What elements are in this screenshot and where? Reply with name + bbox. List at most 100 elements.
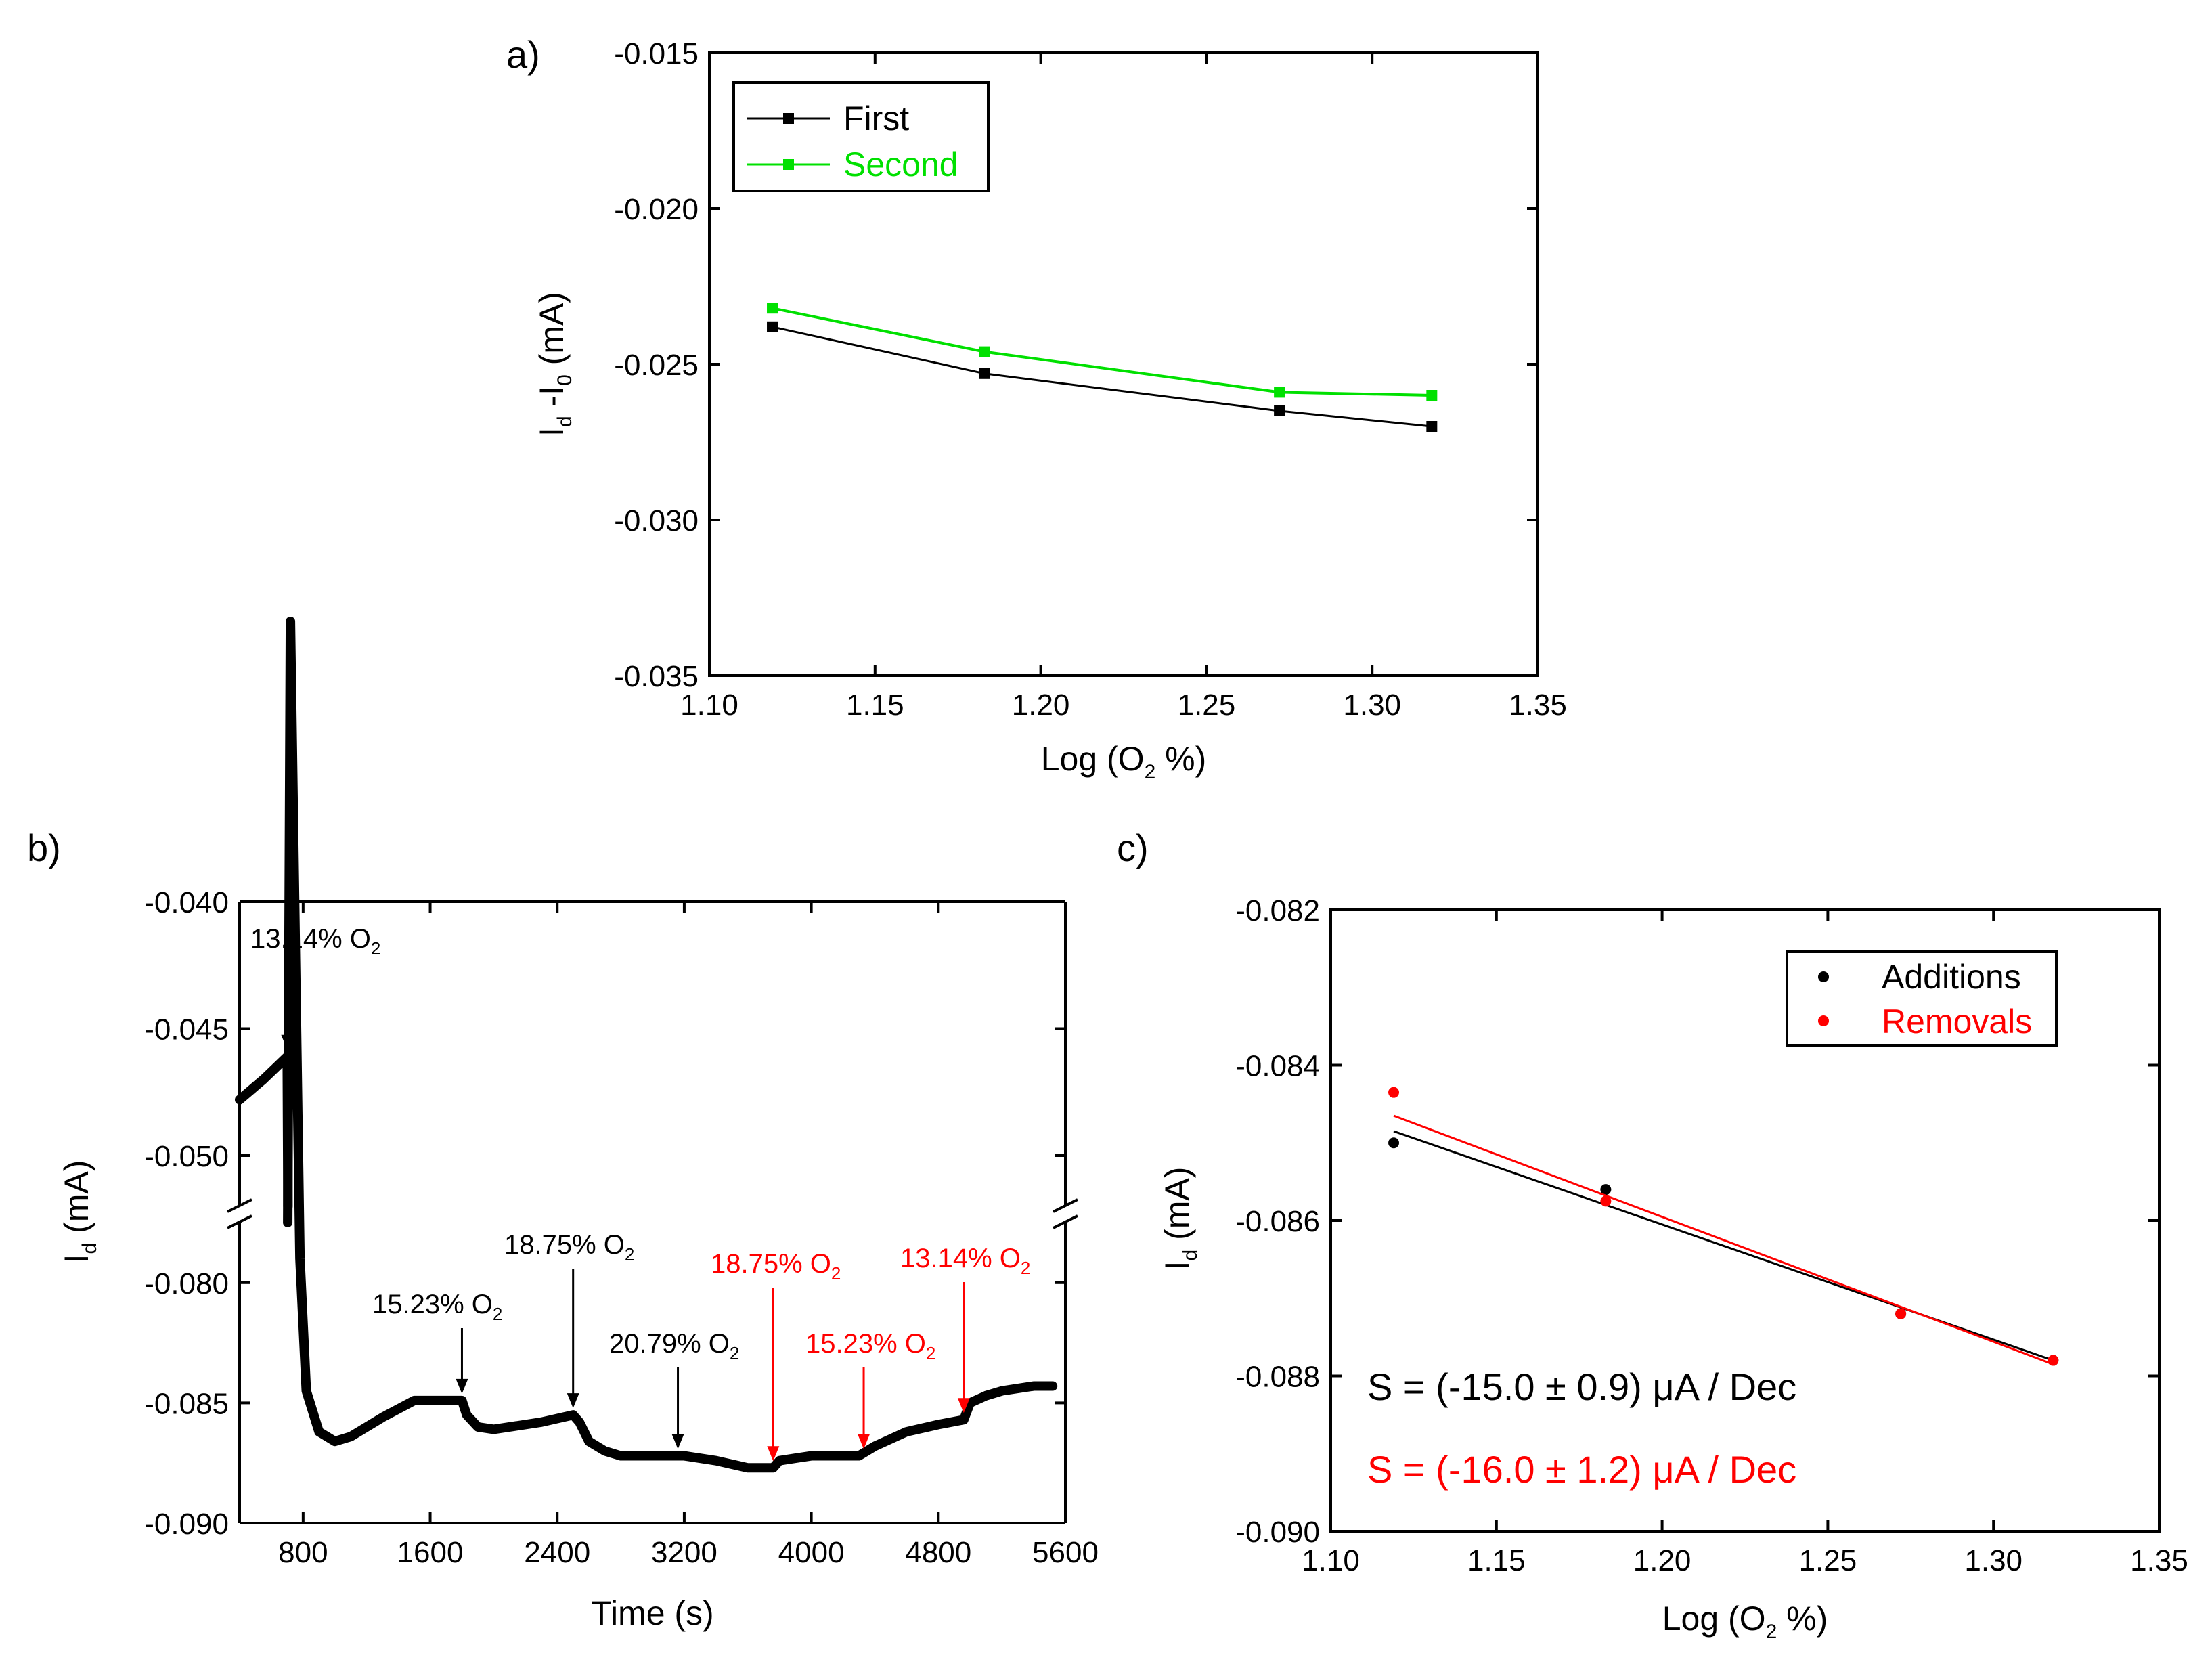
panel-b-annotation-label: 15.23% O2: [372, 1290, 502, 1324]
panel-c-slope-additions: S = (-15.0 ± 0.9) μA / Dec: [1367, 1365, 1796, 1408]
panel-b-annotation-arrowhead: [767, 1446, 780, 1462]
panel-b-x-ticks: 800 1600 2400 3200 4000 4800 5600: [278, 902, 1099, 1569]
panel-c-y-tick-label: -0.086: [1235, 1205, 1320, 1238]
panel-a-series-second-point: [1426, 390, 1438, 401]
panel-c-x-axis-label: Log (O2 %): [1662, 1600, 1828, 1643]
panel-a-series: [767, 303, 1438, 432]
panel-c-y-axis-label: Id (mA): [1158, 1167, 1201, 1271]
panel-b: b) -0.050-0.045-0.040-0.090-0.085-0.080 …: [27, 617, 1099, 1632]
panel-c: c) -0.090 -0.088 -0.086 -0.084 -0.082 1.10 1.…: [1117, 827, 2188, 1643]
panel-a-series-second-point: [979, 346, 990, 357]
panel-a-x-ticks: 1.10 1.15 1.20 1.25 1.30 1.35: [680, 53, 1567, 722]
panel-a-y-axis-label: Id -I0 (mA): [533, 292, 576, 437]
panel-a-series-first-line: [772, 326, 1432, 428]
panel-b-x-axis-label: Time (s): [591, 1594, 713, 1632]
panel-b-series: [235, 617, 1058, 1473]
panel-a-legend: First Second: [732, 81, 990, 192]
panel-a-y-tick-label: -0.015: [614, 37, 699, 70]
panel-a-x-tick-label: 1.25: [1178, 688, 1236, 722]
panel-a-legend-first-marker: [783, 113, 794, 124]
panel-b-annotation-label: 15.23% O2: [805, 1329, 935, 1363]
panel-a-series-first-point: [1426, 421, 1438, 432]
panel-c-x-tick-label: 1.30: [1964, 1544, 2022, 1577]
panel-b-y-upper-tick-label: -0.045: [144, 1013, 229, 1047]
panel-c-label: c): [1117, 827, 1149, 869]
panel-c-y-tick-label: -0.082: [1235, 894, 1320, 927]
panel-b-x-tick-label: 4800: [905, 1536, 971, 1569]
panel-b-x-tick-label: 2400: [524, 1536, 590, 1569]
panel-a-x-tick-label: 1.10: [680, 688, 738, 722]
panel-c-removals-point: [1600, 1195, 1612, 1207]
panel-b-annotation-label: 13.14% O2: [250, 924, 380, 959]
panel-a-legend-second-marker: [783, 159, 794, 170]
panel-c-x-tick-label: 1.25: [1799, 1544, 1857, 1577]
panel-c-removals-point: [1388, 1087, 1400, 1098]
panel-c-y-tick-label: -0.090: [1235, 1516, 1320, 1549]
panel-b-y-lower-tick-label: -0.085: [144, 1387, 229, 1420]
panel-c-y-ticks: -0.090 -0.088 -0.086 -0.084 -0.082: [1235, 894, 2159, 1549]
panel-b-annotation-label: 20.79% O2: [609, 1329, 739, 1363]
panel-a-x-tick-label: 1.30: [1343, 688, 1401, 722]
panel-b-y-lower-tick-label: -0.090: [144, 1508, 229, 1541]
panel-c-x-tick-label: 1.20: [1633, 1544, 1691, 1577]
panel-c-legend-removals-marker: [1818, 1015, 1829, 1026]
panel-c-legend-removals-label: Removals: [1882, 1003, 2032, 1040]
panel-b-annotation-arrowhead: [456, 1378, 468, 1394]
panel-c-additions-point: [1388, 1137, 1400, 1149]
panel-b-label: b): [27, 827, 61, 869]
panel-b-annotation-arrowhead: [567, 1393, 579, 1409]
panel-a-label: a): [506, 33, 540, 76]
panel-b-y-axis-label: Id (mA): [58, 1160, 101, 1264]
panel-b-annotation-label: 18.75% O2: [711, 1249, 841, 1283]
panel-a-y-tick-label: -0.025: [614, 349, 699, 382]
panel-c-additions-point: [1600, 1184, 1612, 1195]
panel-c-legend-box: [1786, 950, 2058, 1047]
panel-a-x-tick-label: 1.35: [1509, 688, 1567, 722]
panel-a-series-second-line: [772, 307, 1432, 397]
panel-b-annotation-arrowhead: [671, 1434, 684, 1449]
panel-b-series-lower-line: [283, 617, 1058, 1473]
panel-a-series-first-point: [979, 368, 990, 379]
panel-a-series-second-point: [1274, 387, 1285, 398]
panel-b-y-upper-tick-label: -0.040: [144, 886, 229, 919]
panel-a-series-first-point: [1274, 405, 1285, 416]
panel-b-y-ticks: -0.050 -0.045 -0.040 -0.090 -0.085 -0.080: [144, 886, 1065, 1541]
panel-c-y-tick-label: -0.088: [1235, 1361, 1320, 1394]
panel-a-legend-second-label: Second: [843, 146, 958, 183]
panel-a-legend-first-label: First: [843, 100, 909, 137]
panel-c-y-tick-label: -0.084: [1235, 1050, 1320, 1083]
panel-c-x-tick-label: 1.35: [2130, 1544, 2188, 1577]
panel-c-removals-fit-line: [1393, 1114, 2054, 1365]
panel-a-y-ticks: -0.035 -0.030 -0.025 -0.020 -0.015: [614, 37, 1538, 693]
panel-c-removals-point: [2048, 1355, 2059, 1366]
panel-b-annotation-label: 13.14% O2: [900, 1244, 1030, 1278]
panel-b-series-upper-line: [235, 1051, 293, 1211]
panel-b-x-tick-label: 3200: [651, 1536, 717, 1569]
panel-c-slope-removals: S = (-16.0 ± 1.2) μA / Dec: [1367, 1448, 1796, 1491]
panel-a: a) -0.035-0.030-0.025-0.020-0.015 1.10 1.…: [506, 33, 1567, 783]
panel-a-x-tick-label: 1.15: [846, 688, 904, 722]
panel-b-x-tick-label: 5600: [1032, 1536, 1099, 1569]
panel-c-series: [1388, 1087, 2059, 1366]
panel-a-x-axis-label: Log (O2 %): [1041, 740, 1207, 783]
panel-a-legend-box: [732, 81, 990, 192]
panel-a-y-tick-label: -0.020: [614, 193, 699, 226]
panel-c-removals-point: [1895, 1308, 1907, 1319]
panel-b-x-tick-label: 800: [278, 1536, 328, 1569]
panel-c-legend-additions-label: Additions: [1882, 958, 2021, 996]
panel-c-legend-additions-marker: [1818, 971, 1829, 982]
panel-b-y-lower-tick-label: -0.080: [144, 1267, 229, 1300]
panel-a-x-tick-label: 1.20: [1012, 688, 1070, 722]
panel-c-x-tick-label: 1.15: [1467, 1544, 1526, 1577]
panel-b-x-tick-label: 4000: [778, 1536, 845, 1569]
panel-a-y-tick-label: -0.035: [614, 660, 699, 693]
panel-c-legend: Additions Removals: [1786, 950, 2058, 1047]
panel-b-annotation-arrowhead: [281, 1034, 294, 1050]
panel-a-series-second-point: [767, 303, 778, 314]
panel-b-annotation-arrowhead: [957, 1398, 970, 1413]
panel-b-annotation-label: 18.75% O2: [504, 1230, 634, 1265]
panel-b-x-tick-label: 1600: [397, 1536, 464, 1569]
panel-c-x-tick-label: 1.10: [1302, 1544, 1360, 1577]
